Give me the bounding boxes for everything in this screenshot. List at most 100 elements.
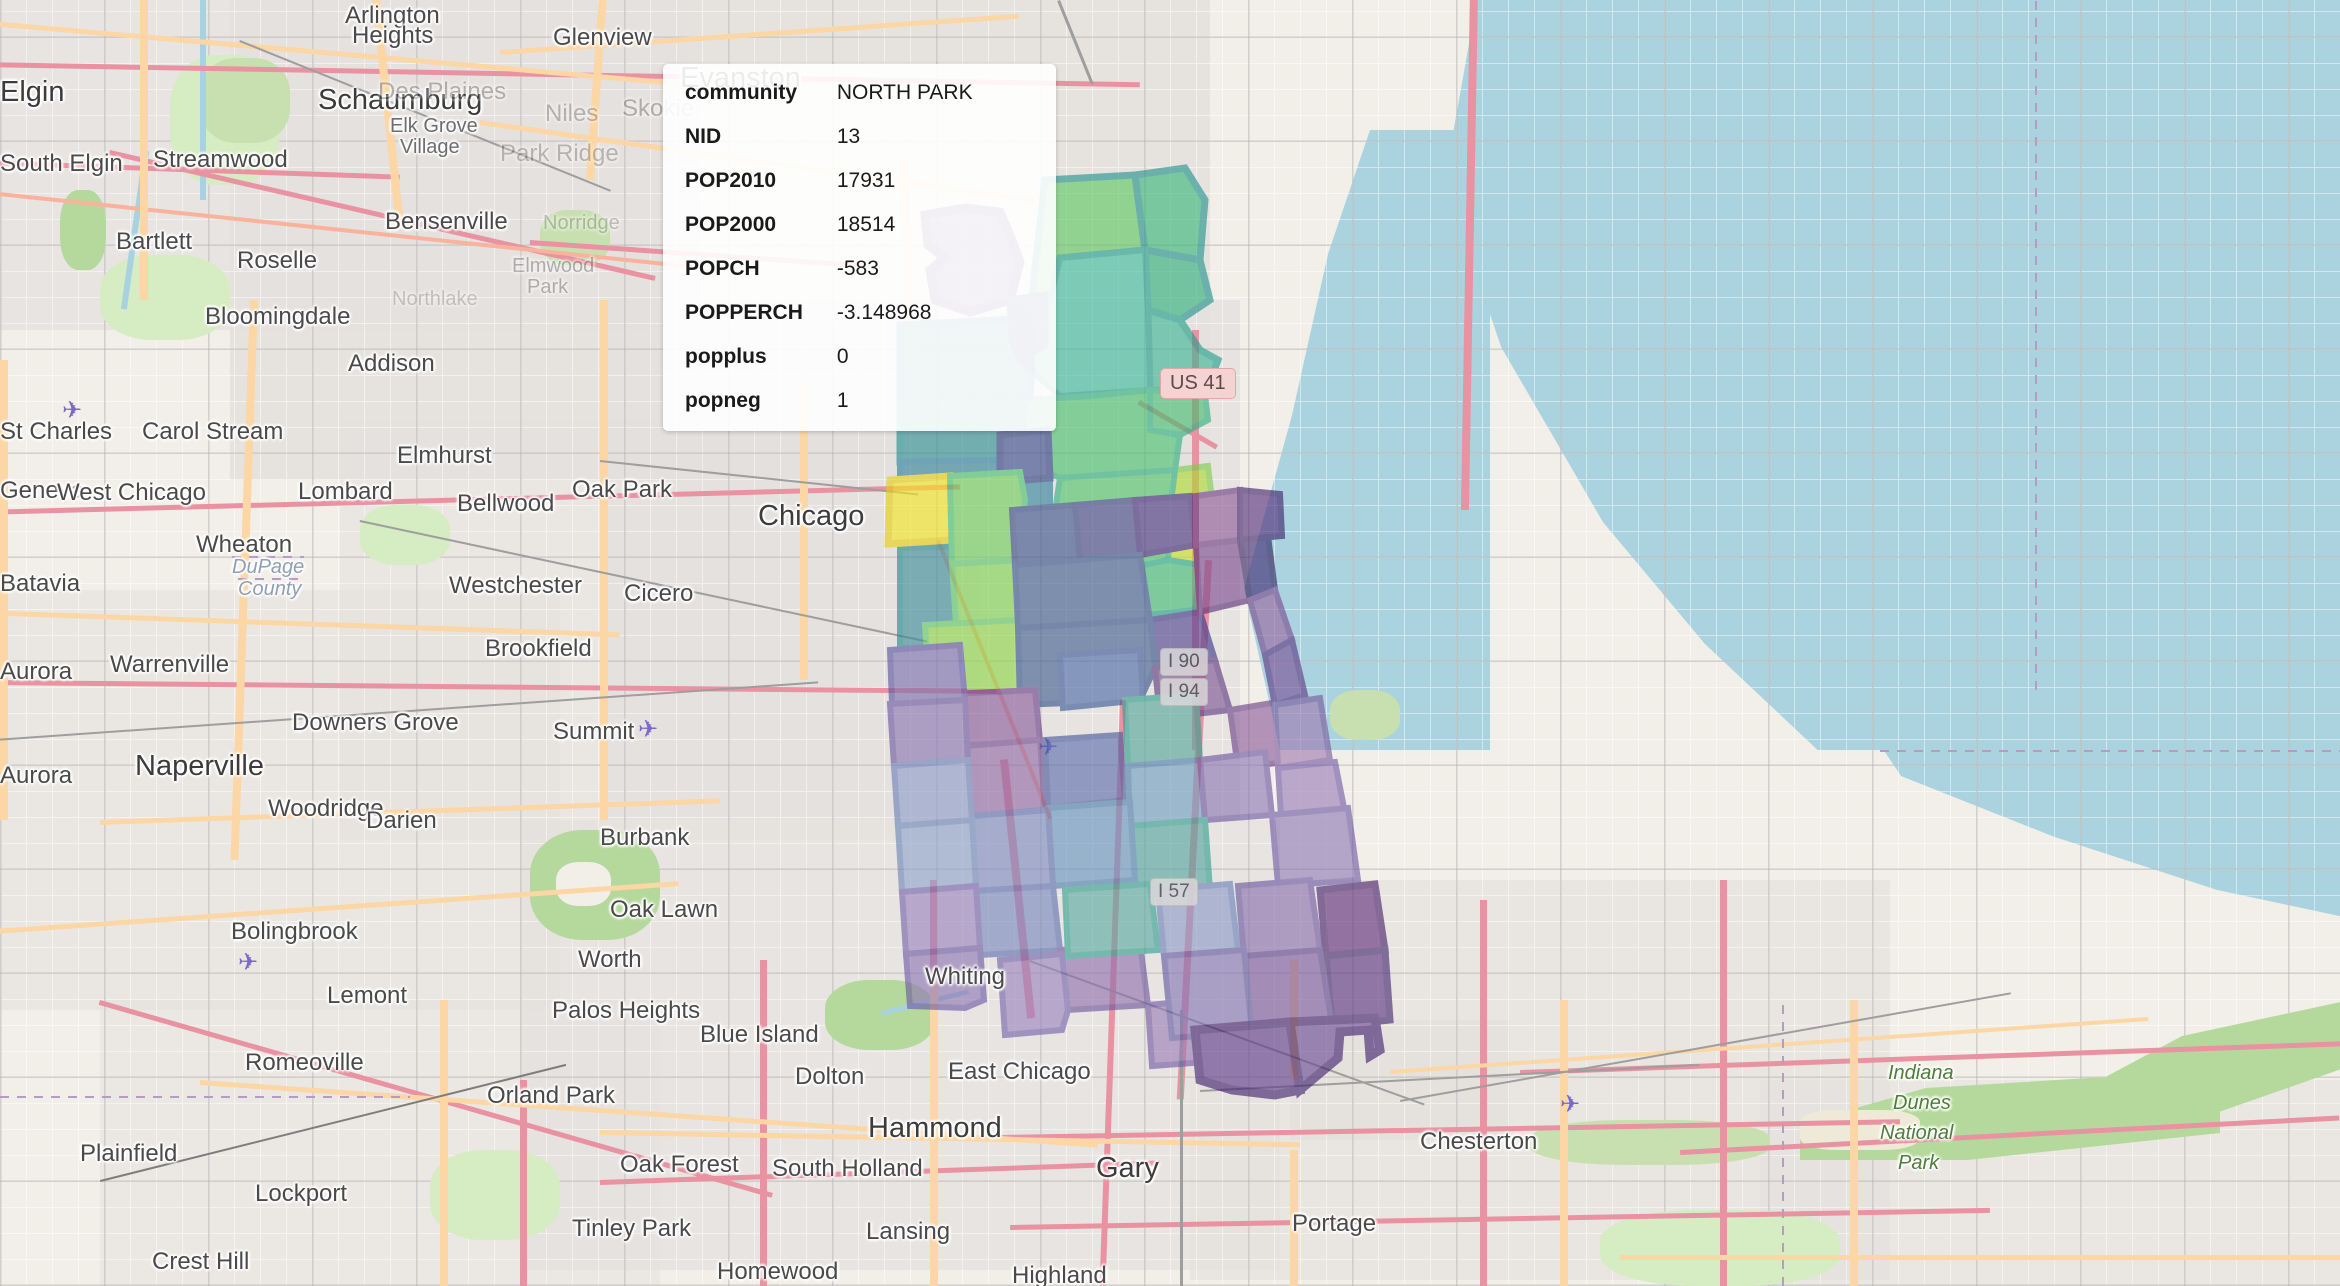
tooltip-key: popneg (685, 389, 761, 412)
tooltip-value: 1 (836, 389, 849, 412)
community-polygon (1234, 876, 1324, 960)
community-polygon (1196, 748, 1276, 824)
tooltip-value: 0 (836, 345, 849, 368)
map-label: Chesterton (1420, 1128, 1538, 1155)
map-label: Village (400, 136, 460, 158)
map-label: St Charles (0, 418, 113, 445)
tooltip-key: POP2010 (685, 169, 777, 192)
community-polygon (1131, 492, 1200, 559)
map-label: Roselle (237, 247, 318, 274)
primary-road (1560, 1000, 1568, 1286)
community-polygon (1271, 694, 1334, 772)
park-area (556, 862, 611, 906)
tooltip-value: NORTH PARK (836, 81, 973, 104)
map-label: Bensenville (385, 208, 508, 235)
map-label: Plainfield (80, 1140, 178, 1167)
map-label: Bellwood (457, 490, 555, 517)
park-area (430, 1150, 560, 1240)
map-label: Elmwood (512, 255, 595, 277)
map-label: Darien (366, 807, 437, 834)
tooltip-row: NID 13 (685, 126, 973, 170)
tooltip-row: popplus 0 (685, 346, 973, 390)
county-boundary (0, 1096, 410, 1098)
community-polygon (1261, 635, 1309, 709)
community-polygon (1124, 756, 1209, 830)
primary-road (440, 1000, 448, 1286)
map-label: Portage (1292, 1210, 1377, 1237)
tooltip-row: POP2010 17931 (685, 170, 973, 214)
community-polygon (1041, 731, 1129, 812)
map-label: Crest Hill (152, 1248, 250, 1275)
map-label: Aurora (0, 762, 73, 789)
map-label: Burbank (600, 824, 690, 851)
map-label: Whiting (925, 963, 1006, 990)
map-label: Lombard (298, 478, 393, 505)
map-label: East Chicago (948, 1058, 1091, 1085)
tooltip-row: POP2000 18514 (685, 214, 973, 258)
tooltip-key: POPCH (685, 257, 760, 280)
primary-road (1290, 1150, 1298, 1286)
tooltip-value: 13 (836, 125, 861, 148)
map-label: Heights (352, 22, 434, 49)
map-label: Highland (1012, 1262, 1107, 1286)
community-polygon (902, 944, 988, 1012)
primary-road (600, 300, 608, 820)
map-label: Warrenville (110, 651, 230, 678)
community-polygon (1044, 798, 1139, 890)
community-polygon (996, 426, 1054, 486)
map-label: Woodridge (268, 795, 384, 822)
motorway (1480, 900, 1487, 1286)
map-label: Des Plaines (378, 78, 507, 105)
community-polygon (996, 950, 1072, 1039)
primary-road (930, 980, 938, 1286)
map-label: Naperville (135, 750, 264, 782)
map-label: Dunes (1893, 1092, 1951, 1114)
community-polygon (1061, 880, 1162, 960)
map-label: Wheaton (196, 531, 293, 558)
map-label: South Holland (772, 1155, 923, 1182)
map-label: Streamwood (153, 146, 288, 173)
community-polygon (1131, 164, 1209, 265)
map-label: Oak Lawn (610, 896, 719, 923)
county-boundary (1782, 1000, 1784, 1286)
airport-icon: ✈ (62, 397, 83, 424)
feature-tooltip: community NORTH PARK NID 13 POP2010 1793… (663, 64, 1056, 431)
map-label: Worth (578, 946, 642, 973)
map-label: Hammond (868, 1112, 1002, 1144)
map-label: Geneva (0, 477, 85, 504)
map-label: Norridge (543, 212, 620, 234)
community-polygon (898, 882, 984, 958)
map-label: Oak Forest (620, 1151, 739, 1178)
map-label: Schaumburg (318, 84, 483, 116)
map-label: Chicago (758, 500, 865, 532)
primary-road (1620, 1255, 2340, 1260)
map-label: Gary (1096, 1152, 1159, 1184)
interstate-marker: I 90 (1160, 648, 1208, 676)
community-polygon (1316, 880, 1390, 960)
map-label: Oak Park (572, 476, 673, 503)
tooltip-key: popplus (685, 345, 767, 368)
map-label: Park (1898, 1152, 1940, 1174)
map-label: Cicero (624, 580, 694, 607)
map-label: Bolingbrook (231, 918, 358, 945)
community-polygon (1071, 496, 1144, 564)
county-boundary (1880, 750, 2340, 752)
map-label: Tinley Park (572, 1215, 692, 1242)
map-label: Lansing (866, 1218, 951, 1245)
tooltip-row: POPPERCH -3.148968 (685, 302, 973, 346)
map-label: Downers Grove (292, 709, 459, 736)
community-polygon (1237, 486, 1286, 544)
tooltip-row: community NORTH PARK (685, 82, 973, 126)
tooltip-attribute-table: community NORTH PARK NID 13 POP2010 1793… (685, 82, 973, 411)
interstate-marker: I 94 (1160, 678, 1208, 706)
community-area-polygons (884, 164, 1394, 1100)
river (200, 0, 206, 200)
community-polygon (890, 756, 976, 830)
primary-road (140, 0, 148, 300)
map-label: West Chicago (57, 479, 206, 506)
community-polygon (948, 556, 1024, 628)
map-label: Batavia (0, 570, 81, 597)
map-label: Orland Park (487, 1082, 616, 1109)
